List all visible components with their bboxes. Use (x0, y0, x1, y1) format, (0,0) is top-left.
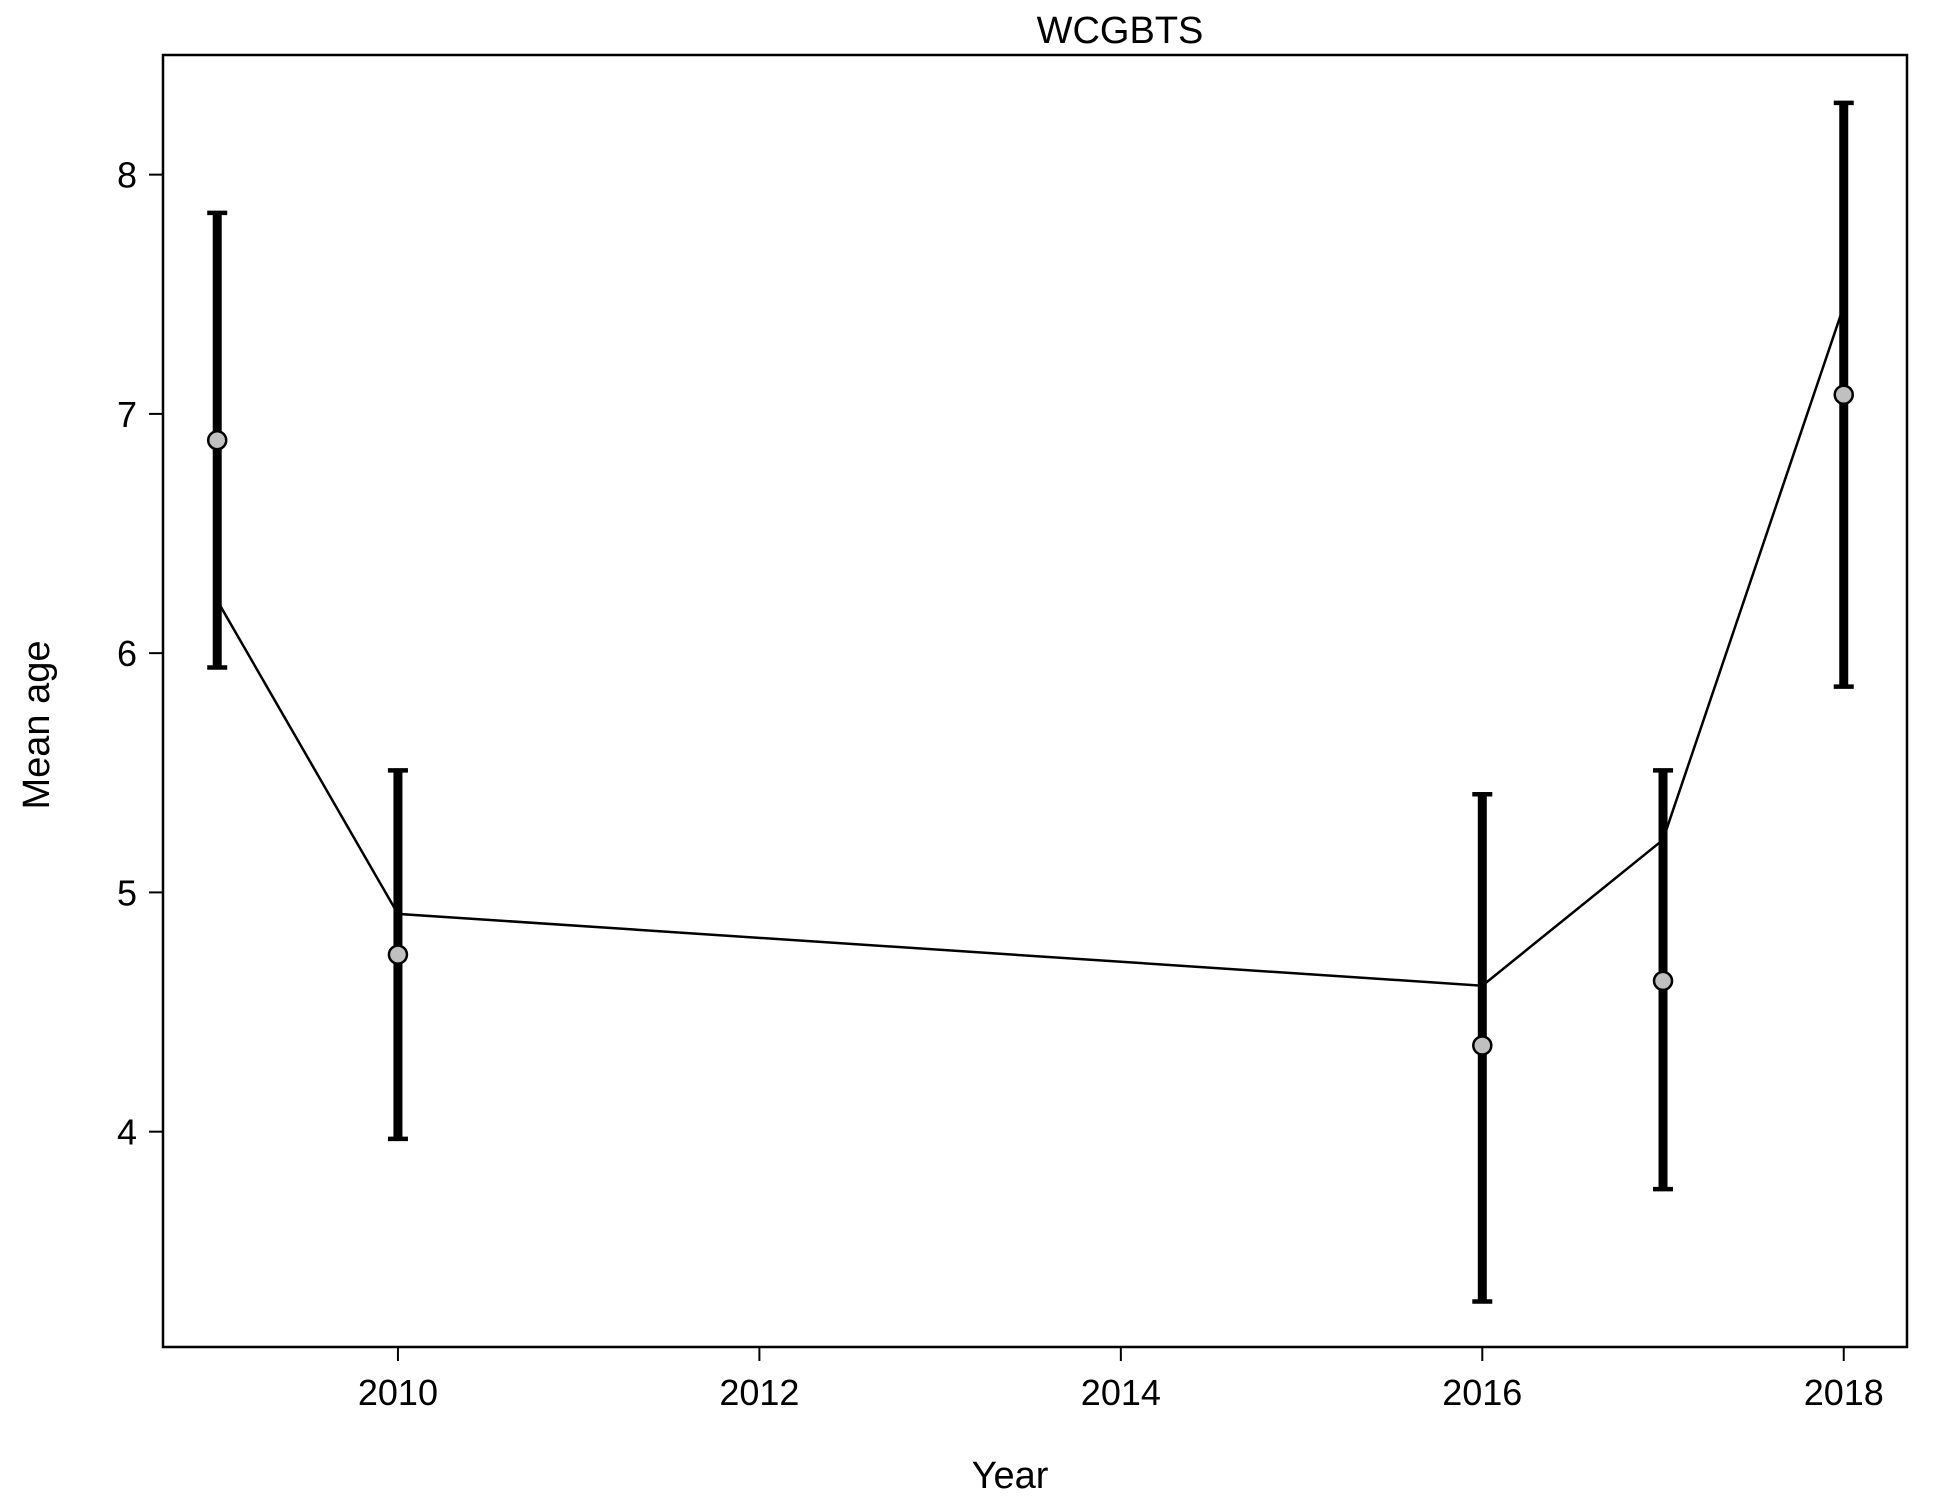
y-tick-label-4: 4 (117, 1112, 137, 1153)
x-tick-label-2012: 2012 (719, 1372, 799, 1413)
y-tick-label-8: 8 (117, 155, 137, 196)
x-tick-label-2018: 2018 (1804, 1372, 1884, 1413)
observed-point-2017 (1652, 970, 1674, 992)
x-tick-label-2016: 2016 (1442, 1372, 1522, 1413)
observed-points (206, 384, 1854, 1056)
observed-point-2009 (206, 429, 228, 451)
observed-point-2016 (1472, 1035, 1493, 1056)
x-tick-label-2010: 2010 (358, 1372, 438, 1413)
x-axis-label: Year (972, 1455, 1049, 1497)
observed-point-2018 (1833, 384, 1854, 405)
plot-frame (161, 53, 1909, 1349)
observed-point-2010 (387, 944, 409, 965)
error-bars (207, 100, 1854, 1304)
y-tick-label-5: 5 (117, 872, 137, 913)
x-tick-label-2014: 2014 (1081, 1372, 1161, 1413)
expected-mean-age-line (216, 305, 1845, 987)
y-tick-label-6: 6 (117, 633, 137, 674)
x-axis: 2010 2012 2014 2016 2018 (358, 1347, 1884, 1413)
chart-title: WCGBTS (1037, 10, 1204, 52)
y-axis: 4 5 6 7 8 (117, 155, 163, 1153)
y-tick-label-7: 7 (117, 394, 137, 435)
y-axis-label: Mean age (16, 640, 58, 809)
